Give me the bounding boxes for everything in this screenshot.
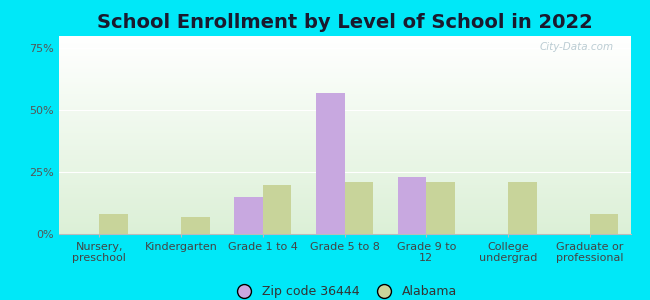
Legend: Zip code 36444, Alabama: Zip code 36444, Alabama [227,280,462,300]
Bar [398,177,426,234]
Bar [508,182,536,234]
Bar [181,217,210,234]
Bar [426,182,455,234]
Bar [263,184,291,234]
Title: School Enrollment by Level of School in 2022: School Enrollment by Level of School in … [97,13,592,32]
Bar [99,214,128,234]
Bar [234,197,263,234]
Bar [344,182,373,234]
Bar [316,93,344,234]
Bar [590,214,618,234]
Text: City-Data.com: City-Data.com [540,42,614,52]
